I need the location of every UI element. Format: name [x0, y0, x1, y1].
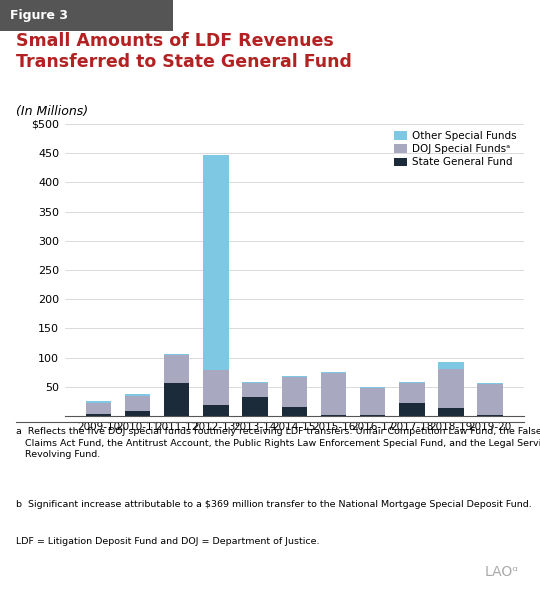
Text: LAOᵅ: LAOᵅ: [485, 565, 519, 579]
Bar: [125, 411, 150, 416]
Text: Figure 3: Figure 3: [10, 9, 69, 22]
Bar: [164, 355, 190, 383]
Bar: [438, 369, 464, 408]
Bar: [281, 377, 307, 407]
Bar: [164, 383, 190, 416]
Bar: [242, 396, 268, 416]
Bar: [281, 407, 307, 416]
Bar: [203, 405, 228, 416]
Bar: [399, 384, 424, 403]
Bar: [399, 403, 424, 416]
Text: Small Amounts of LDF Revenues
Transferred to State General Fund: Small Amounts of LDF Revenues Transferre…: [16, 32, 352, 71]
Legend: Other Special Funds, DOJ Special Fundsᵃ, State General Fund: Other Special Funds, DOJ Special Fundsᵃ,…: [392, 129, 518, 169]
Bar: [399, 382, 424, 384]
Text: (In Millions): (In Millions): [16, 105, 89, 118]
Text: b  Significant increase attributable to a $369 million transfer to the National : b Significant increase attributable to a…: [16, 500, 532, 509]
Bar: [477, 384, 503, 385]
Bar: [438, 362, 464, 369]
Bar: [477, 415, 503, 416]
Bar: [360, 388, 386, 415]
Bar: [321, 373, 346, 415]
Bar: [125, 395, 150, 411]
Bar: [164, 354, 190, 355]
Text: a  Reflects the five DOJ special funds routinely receiving LDF transfers: Unfair: a Reflects the five DOJ special funds ro…: [16, 427, 540, 460]
Text: LDF = Litigation Deposit Fund and DOJ = Department of Justice.: LDF = Litigation Deposit Fund and DOJ = …: [16, 537, 320, 546]
Bar: [438, 408, 464, 416]
Bar: [242, 382, 268, 384]
Bar: [281, 376, 307, 377]
Bar: [242, 384, 268, 396]
Bar: [321, 415, 346, 416]
Bar: [203, 155, 228, 371]
Bar: [86, 402, 111, 414]
Bar: [203, 371, 228, 405]
Bar: [86, 401, 111, 402]
Bar: [86, 414, 111, 416]
Bar: [477, 385, 503, 415]
Bar: [125, 394, 150, 395]
Bar: [321, 372, 346, 373]
Bar: [360, 387, 386, 388]
